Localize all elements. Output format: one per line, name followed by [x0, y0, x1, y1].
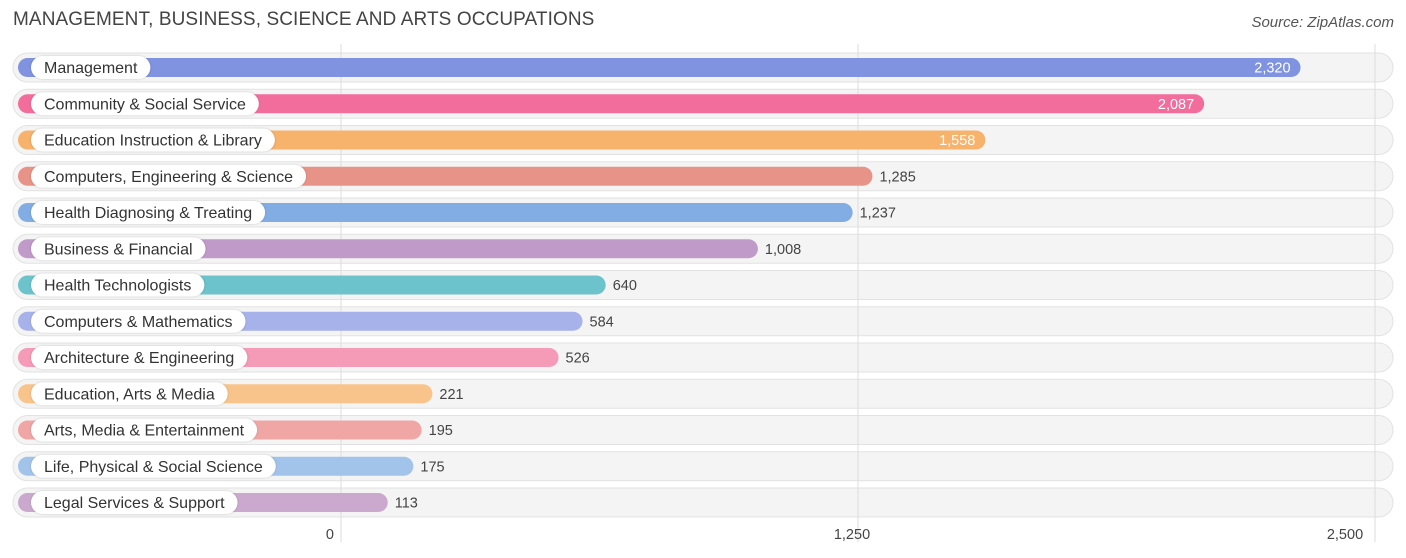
category-label: Health Technologists	[44, 278, 191, 295]
category-label: Management	[44, 60, 138, 77]
value-label: 113	[395, 496, 418, 512]
value-label: 2,087	[1158, 97, 1194, 113]
value-label: 1,285	[879, 169, 915, 185]
bar-group: Legal Services & Support 113	[18, 491, 418, 514]
category-label-background	[31, 346, 248, 369]
bar-group: Computers & Mathematics 584	[18, 309, 614, 333]
category-label-background	[31, 491, 238, 514]
category-label: Education Instruction & Library	[44, 133, 262, 150]
bar-group: Health Diagnosing & Treating 1,237	[18, 201, 896, 224]
category-label: Computers, Engineering & Science	[44, 169, 293, 186]
x-tick-label: 2,500	[1327, 527, 1363, 543]
source-label: Source: ZipAtlas.com	[1251, 14, 1394, 31]
category-label: Education, Arts & Media	[44, 386, 215, 403]
category-label: Legal Services & Support	[44, 495, 225, 512]
category-label-background	[31, 201, 266, 224]
x-axis-ticks: 0 1,250 2,500	[326, 527, 1363, 543]
category-label-background	[31, 309, 246, 333]
category-label: Arts, Media & Entertainment	[44, 423, 245, 440]
bar-group: Computers, Engineering & Science 1,285	[18, 164, 916, 188]
bar-group: Architecture & Engineering 526	[18, 346, 590, 369]
bar-group: Arts, Media & Entertainment 195	[18, 418, 453, 442]
category-label: Business & Financial	[44, 241, 193, 258]
value-label: 640	[613, 278, 637, 294]
value-label: 221	[439, 387, 463, 403]
category-label: Computers & Mathematics	[44, 314, 233, 331]
category-label-background	[31, 56, 151, 79]
value-label: 526	[566, 351, 590, 367]
category-label-background	[31, 237, 206, 261]
bar-group: Life, Physical & Social Science 175	[18, 454, 445, 478]
category-label-background	[31, 454, 276, 478]
category-label-background	[31, 92, 259, 116]
category-label: Architecture & Engineering	[44, 350, 234, 367]
value-label: 1,558	[939, 133, 975, 149]
category-label-background	[31, 273, 205, 297]
category-label-background	[31, 164, 307, 188]
bar	[18, 94, 1205, 114]
category-label: Health Diagnosing & Treating	[44, 205, 252, 222]
bar-group: Community & Social Service 2,087	[18, 92, 1205, 116]
bar-group: Education Instruction & Library 1,558	[18, 128, 986, 152]
x-tick-label: 0	[326, 527, 334, 543]
bar-group: Management 2,320	[18, 56, 1301, 79]
bar-group: Education, Arts & Media 221	[18, 382, 464, 406]
category-label-background	[31, 382, 228, 406]
bar-group: Business & Financial 1,008	[18, 237, 801, 261]
value-label: 584	[590, 314, 614, 330]
value-label: 195	[429, 423, 453, 439]
bar	[18, 58, 1301, 77]
category-label-background	[31, 418, 258, 442]
value-label: 175	[420, 459, 444, 475]
x-tick-label: 1,250	[834, 527, 870, 543]
category-label: Life, Physical & Social Science	[44, 459, 263, 476]
value-label: 1,237	[860, 206, 896, 222]
category-label: Community & Social Service	[44, 96, 246, 113]
value-label: 1,008	[765, 242, 801, 258]
category-label-background	[31, 128, 275, 152]
chart-title: MANAGEMENT, BUSINESS, SCIENCE AND ARTS O…	[13, 9, 595, 30]
value-label: 2,320	[1254, 61, 1290, 77]
bar-group: Health Technologists 640	[18, 273, 637, 297]
